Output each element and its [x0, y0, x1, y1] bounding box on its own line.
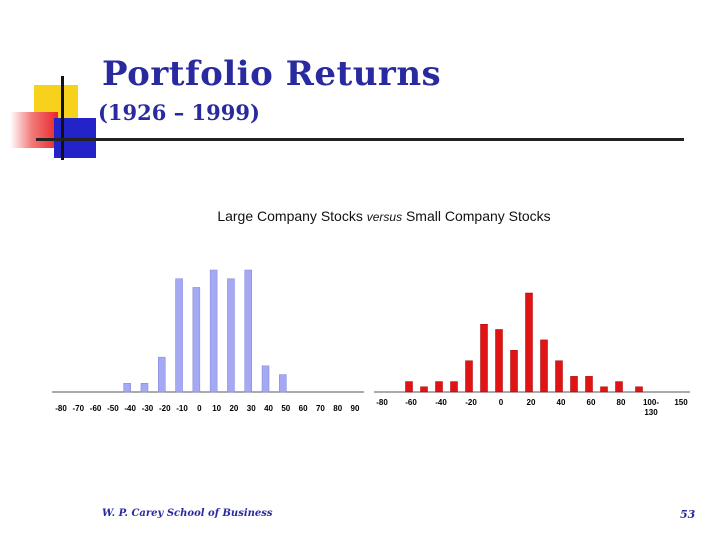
- large-chart-tick-label: -80: [55, 404, 67, 413]
- small-chart-bar: [435, 381, 443, 393]
- footer-school-name: W. P. Carey School of Business: [102, 508, 273, 519]
- large-chart-tick-label: 50: [281, 404, 290, 413]
- small-chart-tick-label: 150: [674, 398, 688, 407]
- small-chart-tick-label: 20: [527, 398, 536, 407]
- large-chart-bar: [227, 278, 235, 393]
- small-chart-bar: [405, 381, 413, 393]
- large-chart-bar: [175, 278, 183, 393]
- large-chart-tick-label: 10: [212, 404, 221, 413]
- large-chart-tick-label: -30: [142, 404, 154, 413]
- decor-horizontal-line: [36, 138, 684, 141]
- small-chart-bar: [480, 324, 488, 393]
- small-chart-tick-label: 60: [587, 398, 596, 407]
- large-chart-tick-label: 70: [316, 404, 325, 413]
- small-chart-bar: [495, 329, 503, 393]
- chart-title: Large Company Stocks versus Small Compan…: [0, 208, 720, 224]
- large-chart-bar: [209, 269, 218, 393]
- small-chart-bar: [420, 386, 428, 393]
- large-chart-tick-label: -70: [73, 404, 85, 413]
- small-chart-bar: [540, 339, 548, 393]
- small-chart-bar: [570, 376, 578, 393]
- slide-subtitle: (1926 – 1999): [98, 100, 260, 125]
- page-number: 53: [680, 508, 696, 521]
- chart-title-part2: Small Company Stocks: [402, 208, 551, 224]
- decor-vertical-line: [61, 76, 64, 160]
- small-chart-bar: [585, 376, 593, 393]
- small-chart-tick-label: 40: [557, 398, 566, 407]
- small-chart-bar: [510, 350, 518, 393]
- large-chart-bar: [140, 383, 149, 393]
- large-chart-tick-label: 80: [333, 404, 342, 413]
- large-chart-tick-label: -10: [176, 404, 188, 413]
- large-chart-bar: [158, 356, 166, 393]
- small-chart-tick-label: 100-130: [643, 398, 659, 417]
- large-chart-tick-label: -60: [90, 404, 102, 413]
- large-chart-bar: [279, 374, 287, 393]
- large-chart-tick-label: 30: [247, 404, 256, 413]
- slide-title: Portfolio Returns: [102, 54, 442, 94]
- small-chart-tick-label: -20: [465, 398, 477, 407]
- small-chart-tick-label: 0: [499, 398, 504, 407]
- small-chart-tick-label: -80: [376, 398, 388, 407]
- large-chart-tick-label: 0: [197, 404, 202, 413]
- large-chart-tick-label: 60: [299, 404, 308, 413]
- large-chart-tick-label: 20: [229, 404, 238, 413]
- decor-red-square: [10, 112, 58, 148]
- chart-title-part1: Large Company Stocks: [217, 208, 367, 224]
- small-chart-tick-label: 80: [617, 398, 626, 407]
- large-chart-tick-label: -40: [124, 404, 136, 413]
- small-chart-bar: [635, 386, 643, 393]
- large-chart-tick-label: -20: [159, 404, 171, 413]
- large-chart-tick-label: 40: [264, 404, 273, 413]
- small-chart-bar: [525, 292, 533, 393]
- large-chart-bar: [123, 383, 131, 393]
- small-chart-bar: [465, 360, 473, 393]
- small-chart-bar: [600, 386, 608, 393]
- small-chart-bar: [615, 381, 623, 393]
- large-chart-bar: [261, 365, 270, 393]
- large-chart-bar: [192, 287, 201, 393]
- small-chart-tick-label: -40: [435, 398, 447, 407]
- large-chart-tick-label: -50: [107, 404, 119, 413]
- large-chart-bar: [244, 269, 252, 393]
- large-chart-tick-label: 90: [351, 404, 360, 413]
- small-chart-bar: [555, 360, 563, 393]
- chart-title-versus: versus: [366, 210, 403, 224]
- small-chart-tick-label: -60: [405, 398, 417, 407]
- small-chart-bar: [450, 381, 458, 393]
